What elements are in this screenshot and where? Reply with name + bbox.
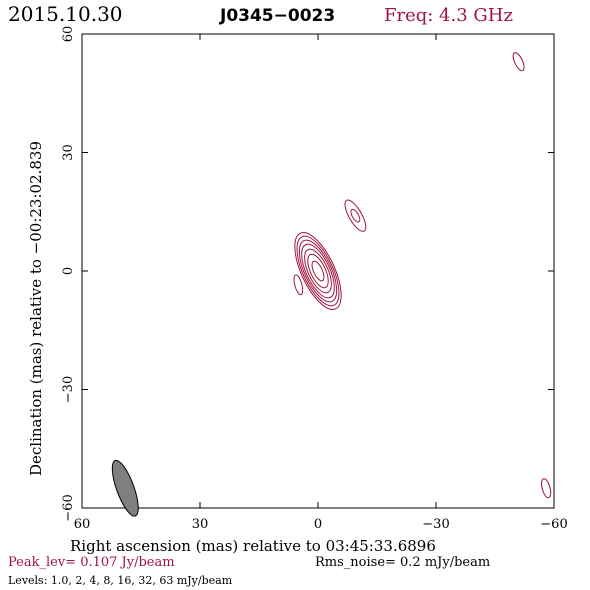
plot-frame (81, 33, 555, 509)
y-tick-label: −30 (61, 376, 76, 403)
y-tick-label: 0 (61, 267, 76, 275)
core-contour (298, 239, 338, 303)
source-name: J0345−0023 (219, 6, 335, 26)
x-tick-label: −60 (540, 517, 567, 532)
frequency-label: Freq: 4.3 GHz (384, 5, 513, 26)
y-tick-label: 60 (61, 26, 76, 43)
x-tick-label: 0 (314, 517, 322, 532)
component-contour (512, 52, 525, 72)
x-tick-label: −30 (422, 517, 449, 532)
component-contour (350, 208, 361, 223)
core-contour (307, 253, 329, 289)
x-tick-label: 30 (192, 517, 209, 532)
peak-level-text: Peak_lev= 0.107 Jy/beam (8, 555, 175, 570)
rms-noise-text: Rms_noise= 0.2 mJy/beam (315, 555, 490, 570)
core-contour (296, 235, 340, 307)
component-contour (541, 478, 552, 499)
core-contour (294, 232, 342, 310)
axis-ticks: 60 30 0 −30 −60 −60 −30 0 30 60 (61, 26, 568, 532)
beam-layer (111, 459, 139, 517)
core-contour (301, 243, 335, 299)
core-contour (311, 260, 325, 282)
y-tick-label: 30 (61, 144, 76, 161)
x-tick-label: 60 (74, 517, 91, 532)
x-axis-label: Right ascension (mas) relative to 03:45:… (70, 537, 436, 555)
core-contour (304, 248, 332, 294)
component-contour (293, 274, 304, 296)
component-contour (344, 199, 367, 232)
contour-layer (293, 52, 552, 499)
contour-levels-text: Levels: 1.0, 2, 4, 8, 16, 32, 63 mJy/bea… (8, 574, 233, 587)
y-tick-label: −60 (61, 494, 76, 521)
restoring-beam (111, 459, 139, 517)
y-axis-label: Declination (mas) relative to −00:23:02.… (27, 141, 45, 476)
observation-date: 2015.10.30 (8, 2, 123, 26)
